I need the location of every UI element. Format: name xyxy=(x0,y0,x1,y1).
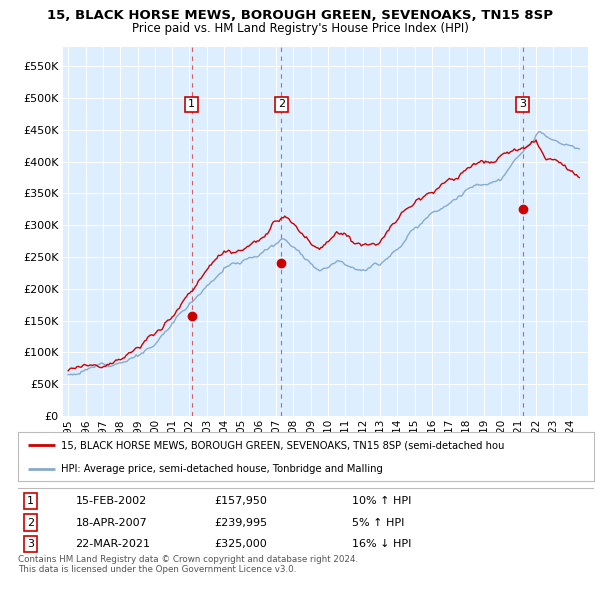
Text: 2: 2 xyxy=(278,100,285,109)
Text: Price paid vs. HM Land Registry's House Price Index (HPI): Price paid vs. HM Land Registry's House … xyxy=(131,22,469,35)
Text: Contains HM Land Registry data © Crown copyright and database right 2024.: Contains HM Land Registry data © Crown c… xyxy=(18,555,358,563)
Text: 18-APR-2007: 18-APR-2007 xyxy=(76,517,148,527)
Text: HPI: Average price, semi-detached house, Tonbridge and Malling: HPI: Average price, semi-detached house,… xyxy=(61,464,383,474)
Text: This data is licensed under the Open Government Licence v3.0.: This data is licensed under the Open Gov… xyxy=(18,565,296,574)
Text: 15-FEB-2002: 15-FEB-2002 xyxy=(76,496,147,506)
Text: 15, BLACK HORSE MEWS, BOROUGH GREEN, SEVENOAKS, TN15 8SP: 15, BLACK HORSE MEWS, BOROUGH GREEN, SEV… xyxy=(47,9,553,22)
Text: 15, BLACK HORSE MEWS, BOROUGH GREEN, SEVENOAKS, TN15 8SP (semi-detached hou: 15, BLACK HORSE MEWS, BOROUGH GREEN, SEV… xyxy=(61,440,505,450)
Text: 1: 1 xyxy=(27,496,34,506)
Text: 1: 1 xyxy=(188,100,195,109)
Text: 16% ↓ HPI: 16% ↓ HPI xyxy=(352,539,412,549)
Text: 22-MAR-2021: 22-MAR-2021 xyxy=(76,539,151,549)
Text: 3: 3 xyxy=(27,539,34,549)
Text: £157,950: £157,950 xyxy=(214,496,267,506)
Text: £325,000: £325,000 xyxy=(214,539,266,549)
Text: 3: 3 xyxy=(519,100,526,109)
Text: 5% ↑ HPI: 5% ↑ HPI xyxy=(352,517,404,527)
Text: 2: 2 xyxy=(27,517,34,527)
Text: £239,995: £239,995 xyxy=(214,517,267,527)
Text: 10% ↑ HPI: 10% ↑ HPI xyxy=(352,496,412,506)
